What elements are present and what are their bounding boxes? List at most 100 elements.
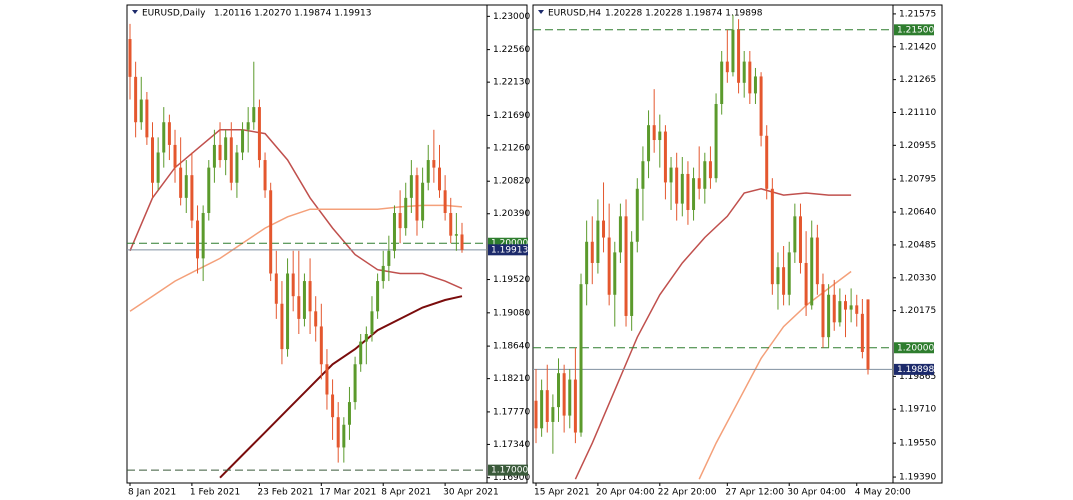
candle-body — [443, 190, 447, 213]
candle-body — [426, 160, 430, 183]
candle-body — [342, 424, 346, 448]
candle-body — [860, 313, 864, 353]
candle-body — [613, 252, 617, 295]
y-tick-label: 1.19710 — [899, 405, 936, 415]
candle-body — [635, 188, 639, 242]
chart-subtitle: 1.20116 1.20270 1.19874 1.19913 — [214, 9, 371, 19]
y-tick-label: 1.20175 — [899, 306, 936, 316]
candle-body — [235, 152, 239, 183]
candle-body — [793, 216, 797, 253]
price-tag — [894, 24, 934, 36]
candle-body — [241, 129, 245, 153]
candle-body — [742, 61, 746, 83]
candle-body — [776, 267, 780, 285]
candle-body — [731, 29, 735, 73]
y-tick-label: 1.22560 — [493, 45, 530, 55]
candle-body — [151, 137, 155, 183]
y-tick-label: 1.17340 — [493, 440, 530, 450]
candle-body — [454, 234, 458, 236]
candle-body — [562, 373, 566, 416]
candle-body — [319, 326, 323, 365]
candle-body — [815, 237, 819, 285]
x-tick-label: 8 Apr 2021 — [381, 488, 431, 498]
price-tag-label: 1.21500 — [897, 25, 934, 35]
candle-body — [827, 294, 831, 338]
candle-body — [196, 220, 200, 259]
candle-body — [725, 61, 729, 73]
y-tick-label: 1.20390 — [493, 209, 530, 219]
x-tick-label: 22 Apr 20:00 — [658, 488, 717, 498]
y-tick-label: 1.23000 — [493, 12, 530, 22]
y-tick-label: 1.18640 — [493, 342, 530, 352]
candle-body — [804, 262, 808, 306]
x-tick-label: 1 Feb 2021 — [190, 488, 240, 498]
price-tag — [894, 363, 934, 375]
candle-body — [274, 273, 278, 304]
candle-body — [692, 178, 696, 210]
candle-body — [624, 216, 628, 316]
candle-body — [364, 334, 368, 342]
candle-body — [387, 250, 391, 266]
y-tick-label: 1.21110 — [899, 108, 936, 118]
price-tag-label: 1.17000 — [491, 466, 528, 476]
y-tick-label: 1.20640 — [899, 208, 936, 218]
candle-body — [162, 122, 166, 153]
candle-body — [398, 212, 402, 229]
candle-body — [703, 161, 707, 189]
header-arrow — [132, 10, 138, 14]
candle-body — [128, 39, 132, 77]
candle-body — [551, 407, 555, 422]
candle-body — [540, 390, 544, 429]
candle-body — [545, 390, 549, 422]
chart-title: EURUSD,Daily — [142, 9, 206, 19]
candle-body — [392, 212, 396, 251]
y-tick-label: 1.20795 — [899, 175, 936, 185]
candle-body — [212, 144, 216, 168]
candle-body — [573, 379, 577, 433]
candle-body — [302, 281, 306, 319]
y-tick-label: 1.20955 — [899, 141, 936, 151]
x-tick-label: 20 Apr 04:00 — [596, 488, 655, 498]
candle-body — [229, 137, 233, 183]
candle-body — [280, 303, 284, 350]
candle-body — [415, 175, 419, 221]
y-tick-label: 1.20330 — [899, 273, 936, 283]
candle-body — [821, 284, 825, 338]
candle-body — [449, 212, 453, 236]
candle-body — [381, 265, 385, 282]
candle-body — [697, 178, 701, 189]
candle-body — [347, 402, 351, 425]
moving-average — [698, 270, 852, 480]
price-tag-label: 1.20000 — [491, 239, 528, 249]
candle-body — [596, 220, 600, 263]
x-tick-label: 8 Jan 2021 — [128, 488, 176, 498]
candle-body — [207, 167, 211, 213]
candle-body — [376, 281, 380, 312]
x-tick-label: 30 Apr 04:00 — [787, 488, 846, 498]
candle-body — [810, 237, 814, 306]
candle-body — [534, 400, 538, 429]
candle-body — [184, 175, 188, 198]
price-tag — [894, 342, 934, 354]
candle-body — [286, 273, 290, 350]
candle-body — [218, 144, 222, 161]
candle-body — [855, 305, 859, 314]
candle-body — [336, 417, 340, 448]
candle-body — [167, 122, 171, 145]
chart-title: EURUSD,H4 — [548, 9, 601, 19]
candle-body — [139, 99, 143, 123]
chart-subtitle: 1.20228 1.20228 1.19874 1.19898 — [605, 9, 763, 19]
y-tick-label: 1.20820 — [493, 177, 530, 187]
price-tag — [488, 244, 528, 256]
candle-body — [618, 216, 622, 253]
candle-body — [179, 167, 183, 198]
candle-body — [325, 364, 329, 395]
price-tag-label: 1.19898 — [897, 365, 934, 375]
y-tick-label: 1.21260 — [493, 143, 530, 153]
candle-body — [308, 281, 312, 312]
moving-average — [219, 295, 463, 479]
y-tick-label: 1.18210 — [493, 374, 530, 384]
y-tick-label: 1.22130 — [493, 78, 530, 88]
candle-body — [843, 301, 847, 310]
